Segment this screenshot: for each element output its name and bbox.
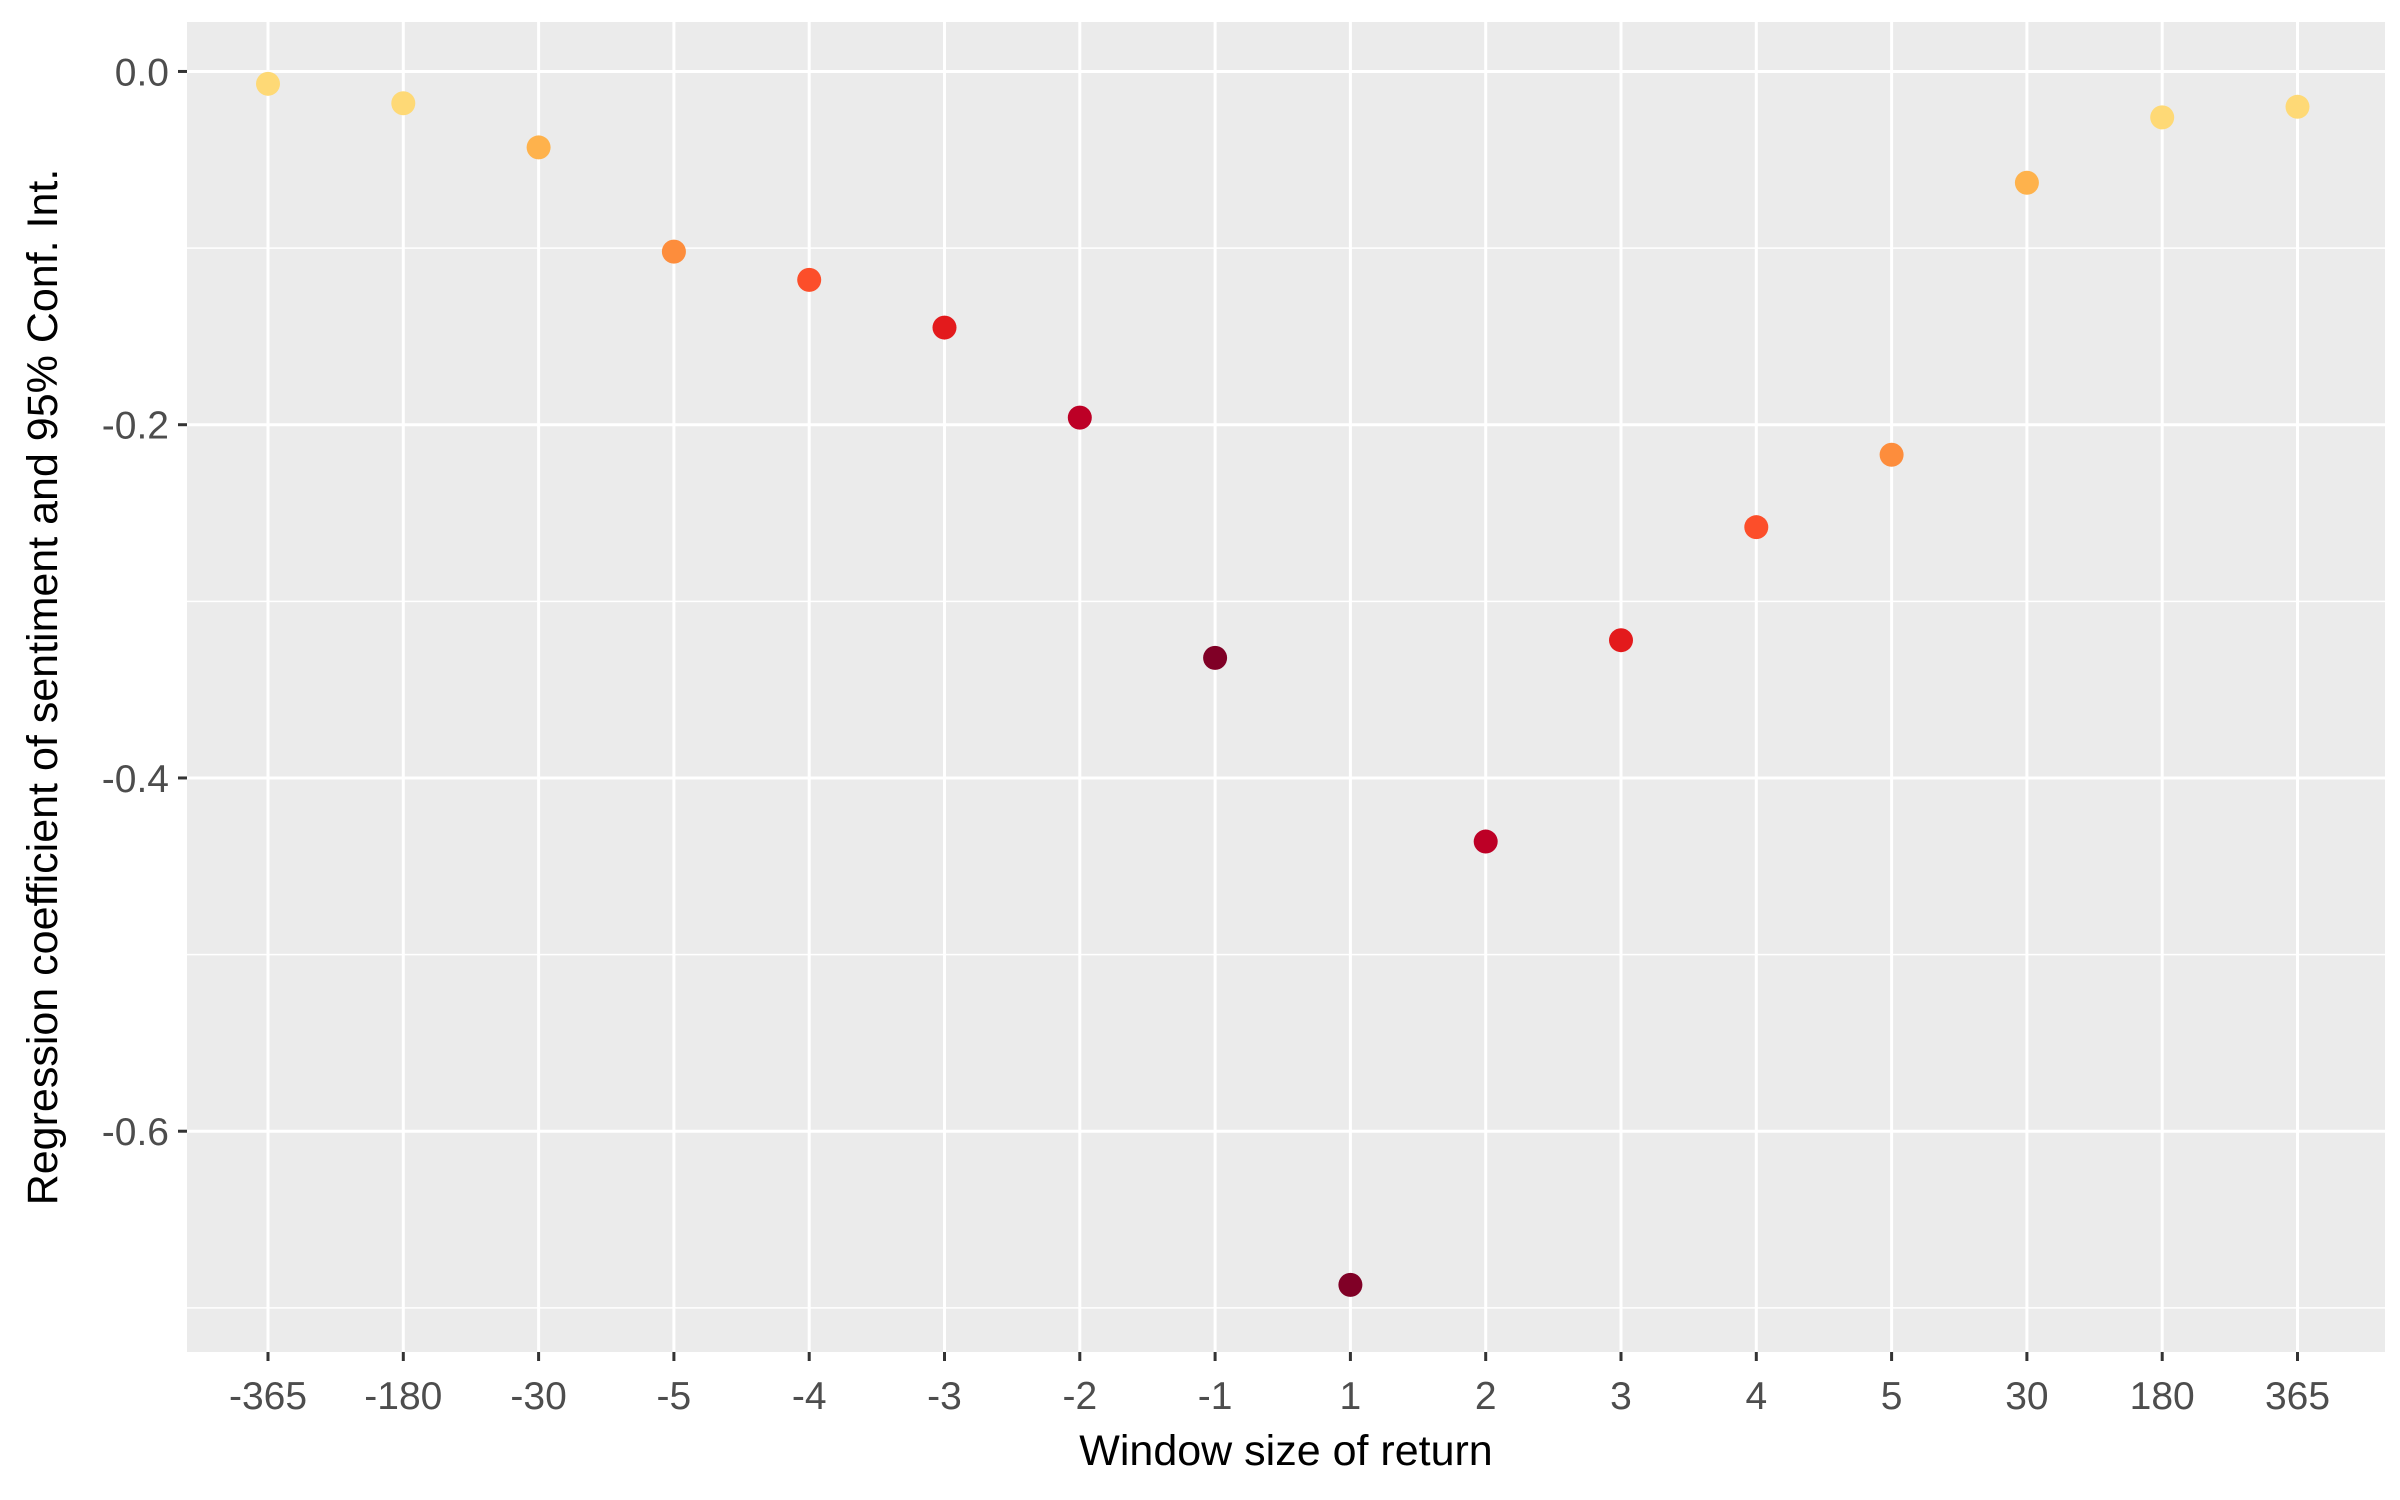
data-point xyxy=(256,71,280,96)
y-tick-label: -0.6 xyxy=(102,1111,169,1154)
x-axis: -365 -180 -30 -5 -4 -3 -2 -1 1 2 3 4 5 30 180 365 xyxy=(229,1352,2330,1418)
x-axis-title: Window size of return xyxy=(1079,1427,1492,1475)
y-tick-label: -0.4 xyxy=(102,758,169,801)
y-axis-title: Regression coefficient of sentiment and … xyxy=(19,169,67,1206)
x-tick-label: -1 xyxy=(1198,1375,1233,1418)
data-point xyxy=(1879,442,1904,467)
data-point xyxy=(932,315,957,340)
data-point xyxy=(1203,645,1228,670)
data-point xyxy=(526,135,551,160)
y-tick-label: 0.0 xyxy=(115,51,169,94)
data-point xyxy=(1609,628,1633,653)
x-tick-label: 2 xyxy=(1475,1375,1497,1418)
data-point xyxy=(661,239,686,264)
x-tick-label: -180 xyxy=(364,1375,442,1418)
y-axis: 0.0 -0.2 -0.4 -0.6 xyxy=(102,51,187,1154)
x-tick-label: -2 xyxy=(1062,1375,1097,1418)
data-point xyxy=(2014,170,2039,195)
x-tick-label: 1 xyxy=(1340,1375,1362,1418)
data-point xyxy=(1473,829,1498,854)
x-tick-label: -365 xyxy=(229,1375,307,1418)
y-tick-label: -0.2 xyxy=(102,405,169,448)
data-point xyxy=(1338,1272,1363,1297)
x-tick-label: 3 xyxy=(1610,1375,1632,1418)
plot-panel xyxy=(187,22,2385,1352)
data-point xyxy=(2150,105,2175,130)
x-tick-label: 30 xyxy=(2005,1375,2048,1418)
data-point xyxy=(797,267,822,292)
minor-gridlines xyxy=(187,247,2385,1309)
x-tick-label: -30 xyxy=(510,1375,566,1418)
x-tick-label: 4 xyxy=(1745,1375,1767,1418)
x-tick-label: -3 xyxy=(927,1375,962,1418)
x-tick-label: -4 xyxy=(792,1375,827,1418)
x-tick-label: 365 xyxy=(2265,1375,2330,1418)
x-tick-label: -5 xyxy=(657,1375,692,1418)
data-points xyxy=(256,71,2310,1297)
x-tick-label: 5 xyxy=(1881,1375,1903,1418)
data-point xyxy=(2285,94,2310,119)
data-point xyxy=(1744,515,1769,540)
data-point xyxy=(1067,405,1092,430)
data-point xyxy=(391,91,416,116)
x-tick-label: 180 xyxy=(2130,1375,2195,1418)
